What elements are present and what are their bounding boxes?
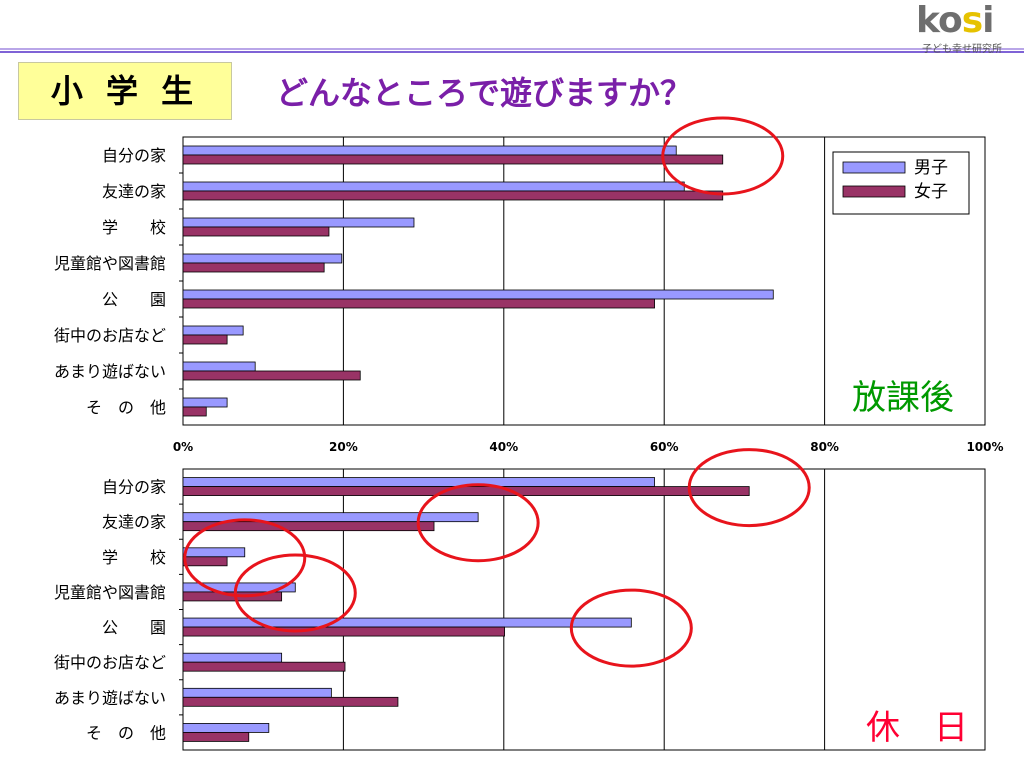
category-label: 友達の家: [102, 513, 166, 532]
highlight-circle: [569, 588, 693, 668]
legend-swatch: [842, 161, 906, 174]
x-tick-label: 60%: [650, 440, 679, 454]
bar-boys: [182, 145, 677, 156]
bar-girls: [182, 226, 330, 237]
bar-boys: [182, 652, 283, 663]
legend-label: 女子: [914, 182, 948, 202]
category-label: あまり遊ばない: [54, 362, 166, 381]
bar-boys: [182, 253, 343, 264]
category-label: 街中のお店など: [54, 326, 166, 345]
bar-girls: [182, 334, 228, 345]
bar-girls: [182, 556, 228, 567]
panel-label-after-school: 放課後: [852, 378, 954, 418]
bar-girls: [182, 521, 435, 532]
bar-girls: [182, 154, 724, 165]
highlight-circle: [233, 553, 357, 633]
logo-subtitle: 子ども幸せ研究所: [922, 44, 1002, 55]
bar-boys: [182, 361, 256, 372]
bar-boys: [182, 723, 270, 733]
category-label: 公 園: [102, 290, 166, 309]
category-label: 公 園: [102, 618, 166, 637]
bar-boys: [182, 289, 774, 300]
bar-girls: [182, 298, 655, 309]
bar-girls: [182, 370, 361, 381]
category-label: そ の 他: [86, 398, 166, 417]
plot-area: [182, 468, 986, 751]
bar-girls: [182, 696, 399, 707]
category-label: 学 校: [102, 218, 166, 237]
highlight-circle: [661, 116, 785, 196]
kosi-logo: kosi 子ども幸せ研究所: [916, 0, 1020, 56]
highlight-circle: [687, 448, 811, 528]
x-tick-label: 20%: [329, 440, 358, 454]
grade-label: 小 学 生: [18, 62, 232, 120]
header-rule-light: [0, 48, 1024, 50]
legend-label: 男子: [914, 158, 948, 178]
bar-girls: [182, 661, 346, 672]
bar-boys: [182, 397, 228, 408]
bar-girls: [182, 486, 750, 496]
category-label: 自分の家: [102, 478, 166, 497]
bar-girls: [182, 262, 325, 273]
bar-girls: [182, 406, 207, 417]
category-label: そ の 他: [86, 723, 166, 742]
x-tick-label: 100%: [966, 440, 1003, 454]
bar-girls: [182, 190, 724, 201]
category-label: 学 校: [102, 548, 166, 567]
bar-boys: [182, 217, 415, 228]
x-tick-label: 0%: [173, 440, 193, 454]
panel-label-holiday: 休 日: [866, 708, 968, 748]
category-label: 児童館や図書館: [54, 583, 166, 602]
x-tick-label: 80%: [810, 440, 839, 454]
x-tick-label: 40%: [489, 440, 518, 454]
category-label: 自分の家: [102, 146, 166, 165]
bar-boys: [182, 687, 332, 698]
category-label: あまり遊ばない: [54, 688, 166, 707]
category-label: 街中のお店など: [54, 653, 166, 672]
bar-boys: [182, 477, 655, 487]
bar-boys: [182, 547, 246, 558]
legend-swatch: [842, 185, 906, 198]
bar-girls: [182, 626, 506, 637]
header-rule-dark: [0, 51, 1024, 53]
page-title: どんなところで遊びますか？: [276, 74, 693, 112]
legend-box: [832, 151, 970, 215]
category-label: 友達の家: [102, 182, 166, 201]
category-label: 児童館や図書館: [54, 254, 166, 273]
bar-boys: [182, 181, 685, 192]
bar-boys: [182, 325, 244, 336]
bar-girls: [182, 732, 250, 742]
logo-wordmark: kosi: [916, 0, 995, 41]
highlight-circle: [416, 483, 540, 563]
highlight-circle: [183, 518, 307, 598]
